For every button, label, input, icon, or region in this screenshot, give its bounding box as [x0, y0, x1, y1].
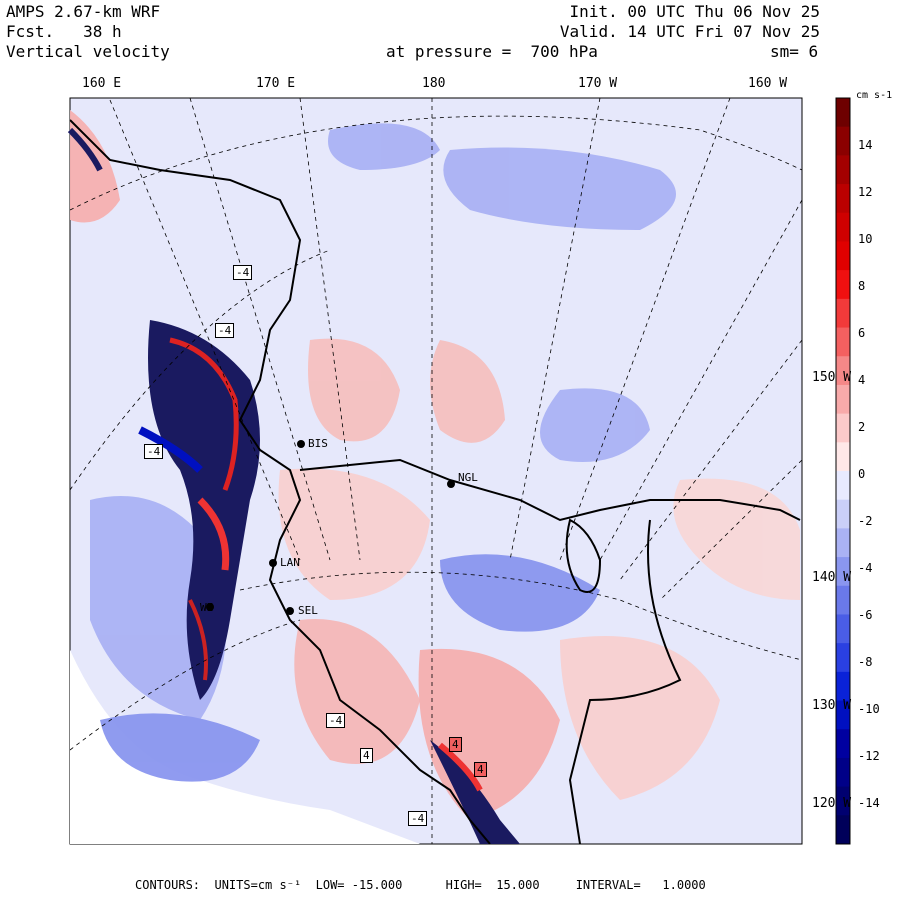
colorbar-swatch: [836, 413, 850, 443]
contour-label: -4: [233, 265, 253, 280]
colorbar-tick: 0: [858, 467, 866, 481]
station-dot-lan: [269, 559, 277, 567]
colorbar-tick: 6: [858, 326, 866, 340]
colorbar-tick: -10: [858, 702, 880, 716]
colorbar-swatch: [836, 557, 850, 587]
velocity-patches: [70, 110, 800, 820]
colorbar-swatch: [836, 786, 850, 816]
colorbar-frame: [835, 97, 851, 845]
colorbar-swatch: [836, 298, 850, 329]
colorbar-swatch: [836, 700, 850, 730]
contour-label: -4: [215, 323, 235, 338]
header-right: Init. 00 UTC Thu 06 Nov 25 Valid. 14 UTC…: [560, 2, 820, 42]
colorbar-swatch: [836, 241, 850, 271]
graticule: [69, 97, 803, 844]
colorbar-swatch: [836, 757, 850, 788]
colorbar-tick: 2: [858, 420, 866, 434]
lat-label: 150 W: [812, 370, 852, 385]
colorbar-tick: -2: [858, 514, 873, 528]
colorbar-swatch: [836, 384, 850, 415]
station-label: NGL: [458, 471, 478, 484]
colorbar-tick: 10: [858, 232, 873, 246]
station-label: BIS: [308, 437, 328, 450]
station-label: SEL: [298, 604, 318, 617]
station-label: WE: [200, 601, 214, 614]
colorbar-swatch: [836, 184, 850, 214]
colorbar-swatch: [836, 126, 850, 156]
contour-label: 4: [360, 748, 373, 763]
field-name: Vertical velocity: [6, 42, 170, 61]
colorbar-swatch: [836, 442, 850, 472]
domain-edge: [70, 650, 420, 844]
colorbar-swatch: [836, 98, 850, 128]
coastline-east: [565, 518, 682, 845]
colorbar: [835, 97, 851, 845]
lon-label: 170 E: [256, 76, 296, 91]
colorbar-tick: 14: [858, 138, 873, 152]
colorbar-swatch: [836, 327, 850, 357]
colorbar-swatch: [836, 729, 850, 759]
contour-info: CONTOURS: UNITS=cm s⁻¹ LOW= -15.000 HIGH…: [135, 878, 706, 892]
colorbar-swatch: [836, 356, 850, 386]
lon-label: 170 W: [578, 76, 618, 91]
colorbar-tick: -14: [858, 796, 880, 810]
colorbar-tick: 8: [858, 279, 866, 293]
colorbar-tick: -6: [858, 608, 873, 622]
colorbar-swatch: [836, 671, 850, 702]
init-time: Init. 00 UTC Thu 06 Nov 25: [569, 2, 820, 21]
transantarctic-signal: [67, 127, 520, 844]
colorbar-units: cm s-1: [856, 90, 893, 101]
colorbar-tick: -12: [858, 749, 880, 763]
pressure-level: at pressure = 700 hPa: [386, 42, 598, 61]
ice-shelf-edge: [299, 458, 801, 522]
colorbar-tick: 4: [858, 373, 866, 387]
station-dot-ngl: [447, 480, 455, 488]
contour-label: -4: [144, 444, 164, 459]
colorbar-tick: -4: [858, 561, 873, 575]
colorbar-tick: 12: [858, 185, 873, 199]
lat-label: 130 W: [812, 698, 852, 713]
station-label: LAN: [280, 556, 300, 569]
colorbar-swatch: [836, 614, 850, 644]
station-dot-sel: [286, 607, 294, 615]
contour-label: -4: [408, 811, 428, 826]
colorbar-swatch: [836, 643, 850, 673]
colorbar-swatch: [836, 155, 850, 185]
contour-label: 4: [449, 737, 462, 752]
station-dot-bis: [297, 440, 305, 448]
colorbar-swatch: [836, 815, 850, 845]
colorbar-swatch: [836, 585, 850, 615]
contour-label: 4: [474, 762, 487, 777]
lon-label: 160 W: [748, 76, 788, 91]
header-left: AMPS 2.67-km WRF Fcst. 38 h Vertical vel…: [6, 2, 170, 62]
model-title: AMPS 2.67-km WRF: [6, 2, 161, 21]
station-dot-we: [206, 603, 214, 611]
colorbar-tick: -8: [858, 655, 873, 669]
colorbar-swatch: [836, 471, 850, 501]
lat-label: 140 W: [812, 570, 852, 585]
colorbar-swatch: [836, 499, 850, 529]
lon-label: 180: [422, 76, 446, 91]
colorbar-swatch: [836, 212, 850, 242]
smoothing: sm= 6: [770, 42, 819, 61]
lat-label: 120 W: [812, 796, 852, 811]
colorbar-swatch: [836, 270, 850, 300]
contour-label: -4: [326, 713, 346, 728]
valid-time: Valid. 14 UTC Fri 07 Nov 25: [559, 22, 820, 41]
coastline: [69, 119, 491, 845]
forecast-hour: Fcst. 38 h: [6, 22, 122, 41]
lon-label: 160 E: [82, 76, 122, 91]
colorbar-swatch: [836, 528, 850, 558]
